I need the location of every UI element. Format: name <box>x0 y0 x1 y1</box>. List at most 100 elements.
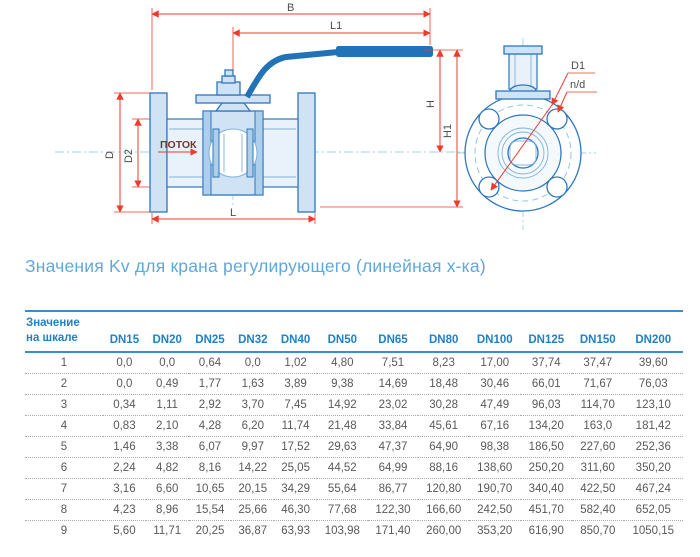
kv-value-dn20: 0,49 <box>145 373 189 395</box>
dim-label-h: H <box>425 100 437 108</box>
kv-value-dn25: 20,25 <box>195 524 225 537</box>
kv-value-dn32: 25,66 <box>231 499 275 521</box>
kv-value-dn50: 44,52 <box>316 457 368 479</box>
table-row: 5 1,46 3,38 6,07 9,97 17,52 29,63 47,37 64,90 98,… <box>25 436 683 458</box>
col-header-dn80: DN80 <box>418 311 469 353</box>
kv-value-dn125: 37,74 <box>520 351 573 374</box>
kv-value-dn125: 340,40 <box>520 478 573 500</box>
scale-value: 4 <box>25 415 103 437</box>
kv-value-dn25: 6,07 <box>188 436 232 458</box>
bolt-hole <box>478 176 500 198</box>
table-row: 4 0,83 2,10 4,28 6,20 11,74 21,48 33,84 45,61 67,… <box>25 415 683 437</box>
kv-value-dn200: 467,24 <box>623 478 683 500</box>
kv-value-dn40: 34,29 <box>274 478 317 500</box>
kv-value-dn15: 2,24 <box>103 457 146 479</box>
dim-label-d2: D2 <box>123 149 135 163</box>
kv-value-dn50: 21,48 <box>316 415 368 437</box>
kv-value-dn65: 171,40 <box>375 524 411 537</box>
kv-value-dn50: 55,64 <box>316 478 368 500</box>
kv-value-dn20: 6,60 <box>145 478 189 500</box>
kv-value-dn100: 47,49 <box>469 394 521 416</box>
stem-base-plate <box>495 90 551 100</box>
kv-value-dn32: 3,70 <box>231 394 275 416</box>
kv-value-dn15: 3,16 <box>103 478 146 500</box>
kv-value-dn20: 11,71 <box>153 524 182 537</box>
valve-technical-drawing: B L1 H H1 D D2 L П <box>55 2 597 230</box>
kv-value-dn125: 66,01 <box>520 373 573 395</box>
scale-value: 3 <box>25 394 103 416</box>
kv-value-dn125: 451,70 <box>520 499 573 521</box>
stem-housing <box>216 81 241 96</box>
valve-front-view: D1 n/d <box>464 45 597 212</box>
col-header-dn40: DN40 <box>274 311 317 353</box>
kv-value-dn25: 4,28 <box>188 415 232 437</box>
dim-label-l: L <box>230 207 236 219</box>
kv-value-dn150: 37,47 <box>572 351 624 374</box>
kv-value-dn150: 582,40 <box>572 499 624 521</box>
kv-value-dn80: 88,16 <box>418 457 469 479</box>
right-flange <box>297 92 316 213</box>
kv-value-dn40: 25,05 <box>274 457 317 479</box>
kv-value-dn150: 311,60 <box>572 457 624 479</box>
kv-value-dn40: 46,30 <box>274 499 317 521</box>
handle-arm <box>244 49 339 99</box>
kv-value-dn65: 14,69 <box>367 373 419 395</box>
col-header-dn25: DN25 <box>188 311 232 353</box>
kv-value-dn65: 23,02 <box>367 394 419 416</box>
kv-value-dn15: 0,83 <box>103 415 146 437</box>
kv-value-dn40: 63,93 <box>281 524 310 537</box>
stem-cap <box>503 45 543 55</box>
bolt-hole <box>546 176 568 198</box>
table-row: 9 5,60 11,71 20,25 36,87 63,93 103,98 171,40 260… <box>25 520 683 541</box>
kv-value-dn50: 9,38 <box>316 373 368 395</box>
kv-value-dn20: 0,0 <box>145 351 189 374</box>
kv-value-dn25: 8,16 <box>188 457 232 479</box>
col-header-dn32: DN32 <box>231 311 275 353</box>
kv-value-dn50: 29,63 <box>316 436 368 458</box>
table-row: 8 4,23 8,96 15,54 25,66 46,30 77,68 122,30 166,6… <box>25 499 683 521</box>
kv-value-dn80: 45,61 <box>418 415 469 437</box>
table-row: 3 0,34 1,11 2,92 3,70 7,45 14,92 23,02 30,28 47,4… <box>25 394 683 416</box>
table-row: 2 0,0 0,49 1,77 1,63 3,89 9,38 14,69 18,48 30,46 6… <box>25 373 683 395</box>
stem-column <box>508 53 538 90</box>
kv-value-dn65: 47,37 <box>367 436 419 458</box>
dim-label-d1: D1 <box>571 60 585 72</box>
kv-value-dn65: 64,99 <box>367 457 419 479</box>
kv-value-dn15: 1,46 <box>103 436 146 458</box>
valve-side-view <box>149 46 433 213</box>
kv-value-dn100: 98,38 <box>469 436 521 458</box>
kv-value-dn25: 1,77 <box>188 373 232 395</box>
kv-value-dn150: 71,67 <box>572 373 624 395</box>
kv-value-dn40: 3,89 <box>274 373 317 395</box>
kv-value-dn20: 3,38 <box>145 436 189 458</box>
kv-value-dn20: 4,82 <box>145 457 189 479</box>
scale-value: 9 <box>60 524 68 537</box>
kv-value-dn150: 850,70 <box>580 524 616 537</box>
col-header-dn50: DN50 <box>316 311 368 353</box>
kv-table-body: 1 0,0 0,0 0,64 0,0 1,02 4,80 7,51 8,23 17,00 37,74… <box>25 351 683 541</box>
kv-value-dn200: 350,20 <box>623 457 683 479</box>
kv-value-dn80: 18,48 <box>418 373 469 395</box>
col-header-dn20: DN20 <box>145 311 189 353</box>
dimension-lines: B L1 H H1 D D2 L П <box>104 2 463 224</box>
seat-ring <box>246 128 254 178</box>
kv-table-header: Значение на шкале DN15 DN20 DN25 DN32 DN40 DN5… <box>25 311 683 353</box>
kv-value-dn125: 96,03 <box>520 394 573 416</box>
kv-value-dn40: 17,52 <box>274 436 317 458</box>
kv-value-dn15: 5,60 <box>113 524 136 537</box>
kv-value-dn200: 123,10 <box>623 394 683 416</box>
col-header-dn125: DN125 <box>520 311 573 353</box>
scale-value: 6 <box>25 457 103 479</box>
dim-label-d: D <box>104 151 116 159</box>
seat-ring <box>212 128 220 178</box>
kv-value-dn150: 422,50 <box>572 478 624 500</box>
kv-value-dn125: 186,50 <box>520 436 573 458</box>
kv-value-dn80: 64,90 <box>418 436 469 458</box>
kv-value-dn200: 652,05 <box>623 499 683 521</box>
bolt-hole <box>546 108 568 130</box>
kv-value-dn20: 8,96 <box>145 499 189 521</box>
kv-value-dn32: 1,63 <box>231 373 275 395</box>
page-title: Значения Kv для крана регулирующего (лин… <box>25 256 486 276</box>
kv-value-dn65: 122,30 <box>367 499 419 521</box>
